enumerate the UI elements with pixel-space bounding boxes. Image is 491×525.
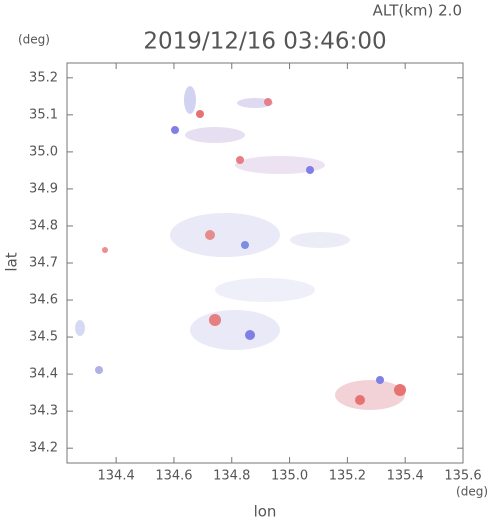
x-tick-label: 135.0 [271, 469, 308, 484]
plot-frame [66, 62, 464, 464]
y-tick-label: 34.9 [29, 181, 58, 196]
y-tick-label: 34.3 [29, 404, 58, 419]
y-tick-label: 34.7 [29, 256, 58, 271]
y-unit: (deg) [18, 33, 50, 47]
y-axis-label: lat [3, 252, 21, 271]
y-tick-label: 34.8 [29, 218, 58, 233]
x-axis-label: lon [254, 503, 277, 521]
altitude: ALT(km) 2.0 [373, 2, 462, 20]
x-tick-label: 134.4 [98, 469, 135, 484]
y-tick-label: 34.6 [29, 293, 58, 308]
x-tick-label: 135.4 [387, 469, 424, 484]
x-tick-label: 135.2 [329, 469, 366, 484]
y-tick-label: 35.1 [29, 107, 58, 122]
y-tick-label: 35.2 [29, 70, 58, 85]
y-tick-label: 34.2 [29, 441, 58, 456]
x-tick-label: 134.6 [155, 469, 192, 484]
echoes [75, 86, 406, 410]
x-tick-label: 134.8 [213, 469, 250, 484]
y-tick-label: 35.0 [29, 144, 58, 159]
x-tick-label: 135.6 [444, 469, 481, 484]
chart-title: 2019/12/16 03:46:00 [143, 29, 386, 55]
x-unit: (deg) [456, 485, 488, 499]
y-tick-label: 34.4 [29, 367, 58, 382]
y-tick-label: 34.5 [29, 330, 58, 345]
